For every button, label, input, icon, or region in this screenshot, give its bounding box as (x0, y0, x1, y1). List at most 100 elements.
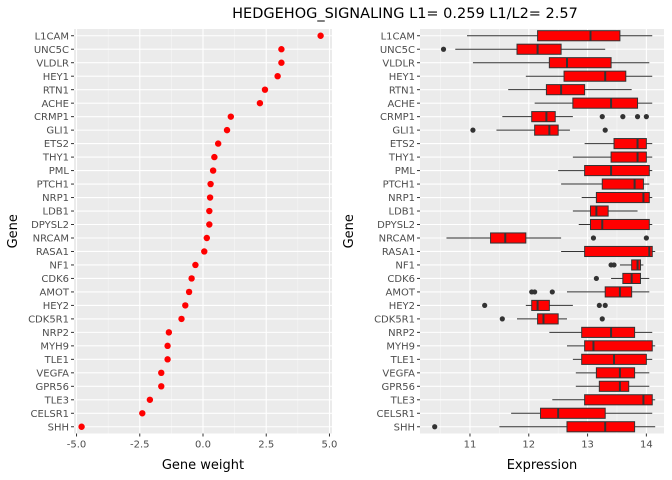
gene-label: TLE3 (390, 395, 415, 406)
weight-point (165, 329, 173, 336)
weight-point (192, 261, 199, 269)
gene-label: L1CAM (381, 31, 415, 42)
gene-label: AMOT (386, 288, 416, 299)
outlier-point (532, 289, 538, 295)
x-tick-label: 12 (522, 440, 535, 451)
weight-point (227, 113, 235, 120)
box (516, 43, 562, 55)
gene-label: MYH9 (386, 341, 415, 352)
weight-point (207, 180, 214, 188)
gene-label: AMOT (40, 288, 70, 299)
weight-point (256, 99, 264, 107)
weight-point (164, 356, 171, 363)
weight-point (201, 248, 208, 255)
gene-label: TLE3 (44, 395, 69, 406)
outlier-point (482, 302, 488, 309)
box (590, 205, 609, 217)
gene-label: NF1 (395, 261, 415, 272)
outlier-point (593, 275, 599, 282)
gene-label: TLE1 (44, 355, 69, 366)
box (584, 245, 653, 258)
box (613, 138, 647, 150)
box (563, 70, 627, 82)
gene-label: HEY2 (43, 301, 69, 312)
gene-label: PML (49, 166, 70, 177)
panel-background (420, 29, 664, 434)
outlier-point (599, 114, 605, 120)
weight-point (209, 167, 217, 174)
gene-label: PTCH1 (37, 180, 69, 191)
weight-point (278, 59, 285, 66)
weight-point (214, 140, 222, 147)
x-tick-label: 2.5 (258, 440, 274, 451)
outlier-point (499, 316, 505, 322)
gene-label: ACHE (42, 99, 70, 110)
box (595, 367, 636, 379)
gene-label: HEY1 (389, 72, 415, 83)
gene-label: RASA1 (36, 247, 69, 258)
outlier-point (440, 46, 447, 52)
x-axis-title: Gene weight (162, 458, 244, 473)
weight-point (261, 86, 269, 93)
outlier-point (620, 114, 626, 120)
x-tick-label: 14 (640, 440, 653, 451)
box (581, 326, 636, 338)
outlier-point (470, 127, 476, 133)
gene-label: VEGFA (36, 368, 69, 379)
box (534, 124, 559, 136)
gene-label: CDK5R1 (28, 314, 69, 325)
weight-point (206, 221, 213, 228)
weight-point (206, 194, 214, 201)
gene-label: DPYSL2 (31, 220, 69, 231)
gene-label: GLI1 (392, 126, 415, 137)
gene-label: CRMP1 (34, 112, 69, 123)
weight-point (182, 302, 189, 309)
weight-point (158, 383, 165, 390)
y-axis-title: Gene (6, 214, 21, 248)
box (584, 165, 650, 177)
x-tick-label: 13 (581, 440, 594, 451)
gene-label: CELSR1 (30, 409, 69, 420)
outlier-point (634, 114, 641, 120)
gene-label: GPR56 (36, 382, 69, 393)
weight-point (206, 207, 213, 215)
gene-label: RTN1 (389, 85, 415, 96)
gene-label: GPR56 (382, 382, 415, 393)
box (631, 259, 641, 271)
gene-label: UNC5C (380, 45, 415, 56)
x-tick-label: 0.0 (195, 440, 211, 451)
gene-label: RTN1 (43, 85, 69, 96)
outlier-point (432, 424, 438, 430)
outlier-point (643, 235, 649, 241)
gene-label: ETS2 (44, 139, 69, 150)
gene-label: RASA1 (382, 247, 415, 258)
gene-label: NRP2 (388, 328, 415, 339)
gene-label: MYH9 (40, 341, 69, 352)
gene-label: SHH (48, 422, 69, 433)
gene-label: NRP1 (42, 193, 69, 204)
gene-label: VLDLR (36, 58, 69, 69)
box (604, 286, 633, 298)
gene-label: THY1 (388, 153, 415, 164)
gene-label: VLDLR (382, 58, 415, 69)
expression-panel: L1CAM UNC5C VLDLR HEY1 RTN1 ACHE CRMP1 GLI1 ETS2… (342, 29, 664, 473)
outlier-point (643, 114, 649, 120)
box (537, 313, 559, 325)
weight-point (78, 423, 85, 430)
weight-point (188, 275, 195, 282)
x-axis-title: Expression (507, 458, 578, 473)
gene-label: VEGFA (382, 368, 415, 379)
gene-label: NRCAM (33, 234, 69, 245)
box (598, 380, 630, 392)
gene-label: CDK5R1 (374, 314, 415, 325)
box (540, 407, 606, 419)
x-tick-label: -5.0 (67, 440, 87, 451)
weight-point (278, 46, 285, 53)
box (595, 191, 650, 204)
box (584, 340, 653, 352)
box (572, 97, 639, 109)
weight-point (211, 153, 218, 161)
gene-label: TLE1 (390, 355, 415, 366)
gene-label: CDK6 (387, 274, 415, 285)
